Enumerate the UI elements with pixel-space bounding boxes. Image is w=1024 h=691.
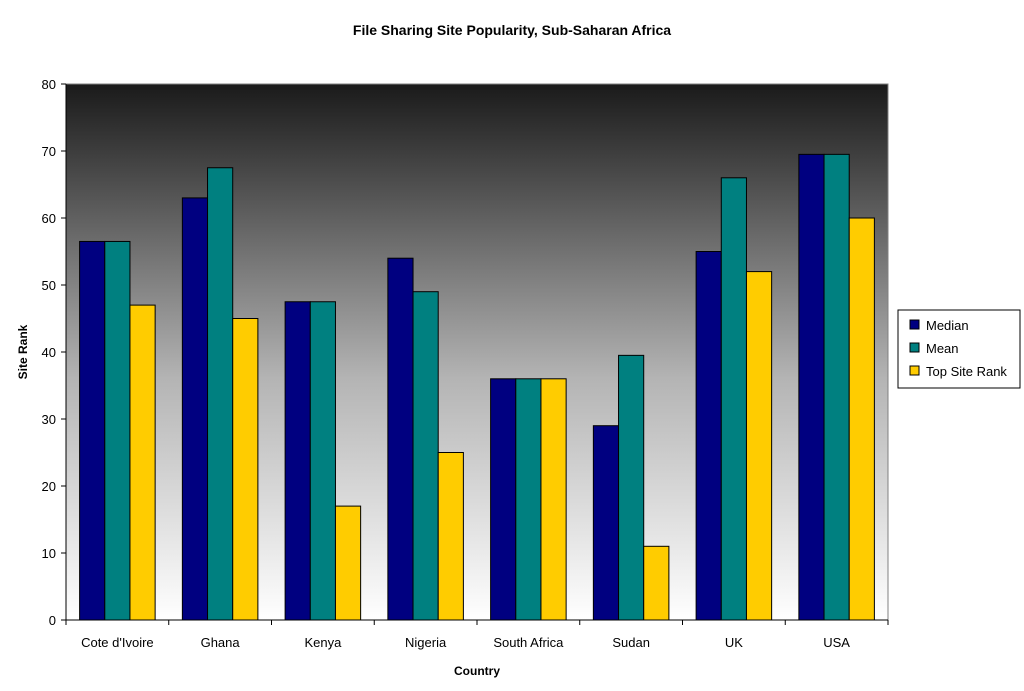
bar-top-site-rank-kenya [334, 505, 362, 621]
bar-median-kenya [284, 301, 311, 621]
bar-mean-usa [823, 153, 850, 621]
x-axis-title: Country [454, 664, 500, 678]
bar-median-south-africa [490, 378, 517, 621]
x-tick-label-sudan: Sudan [612, 635, 650, 650]
y-axis-title: Site Rank [16, 324, 30, 379]
bar-top-site-rank-ghana [232, 318, 259, 621]
bar-top-site-rank-uk [745, 271, 773, 621]
bar-median-usa [798, 153, 825, 621]
bar-mean-ghana [207, 167, 234, 621]
y-tick-label: 20 [42, 479, 56, 494]
y-tick-label: 0 [49, 613, 56, 628]
legend-label-median: Median [926, 318, 969, 333]
bar-top-site-rank-south-africa [540, 378, 567, 621]
x-tick-label-kenya: Kenya [304, 635, 342, 650]
bar-mean-kenya [309, 301, 336, 621]
bar-mean-nigeria [412, 291, 439, 621]
bar-mean-sudan [618, 354, 645, 621]
x-tick-label-nigeria: Nigeria [405, 635, 447, 650]
chart-title: File Sharing Site Popularity, Sub-Sahara… [353, 22, 671, 38]
y-tick-label: 40 [42, 345, 56, 360]
bar-median-cote-d-ivoire [79, 240, 106, 621]
x-tick-label-ghana: Ghana [201, 635, 241, 650]
y-tick-label: 60 [42, 211, 56, 226]
bar-top-site-rank-sudan [643, 545, 670, 621]
legend-swatch-top-site-rank [909, 365, 920, 376]
bar-mean-uk [720, 177, 747, 621]
x-tick-label-cote-d-ivoire: Cote d'Ivoire [81, 635, 154, 650]
x-axis: Cote d'Ivoire Ghana Kenya Nigeria South Afri… [65, 619, 889, 650]
bar-top-site-rank-nigeria [437, 452, 464, 621]
bar-mean-cote-d-ivoire [104, 240, 131, 621]
bar-mean-south-africa [515, 378, 542, 621]
legend-swatch-mean [909, 342, 920, 353]
bar-top-site-rank-usa [848, 217, 875, 621]
bar-median-sudan [592, 425, 620, 621]
x-tick-label-uk: UK [725, 635, 743, 650]
legend-label-top-site-rank: Top Site Rank [926, 364, 1007, 379]
bar-top-site-rank-cote-d-ivoire [129, 304, 156, 621]
y-tick-label: 30 [42, 412, 56, 427]
legend-label-mean: Mean [926, 341, 959, 356]
legend-swatch-median [909, 319, 920, 330]
x-tick-label-south-africa: South Africa [493, 635, 564, 650]
y-axis: 0 10 20 30 40 50 60 70 80 [42, 77, 67, 628]
bar-median-uk [695, 251, 722, 621]
bars-group [79, 153, 875, 621]
y-tick-label: 10 [42, 546, 56, 561]
bar-median-ghana [181, 197, 209, 621]
x-tick-label-usa: USA [823, 635, 850, 650]
y-tick-label: 80 [42, 77, 56, 92]
bar-median-nigeria [387, 257, 414, 621]
legend: Median Mean Top Site Rank [897, 309, 1021, 389]
y-tick-label: 50 [42, 278, 56, 293]
y-tick-label: 70 [42, 144, 56, 159]
